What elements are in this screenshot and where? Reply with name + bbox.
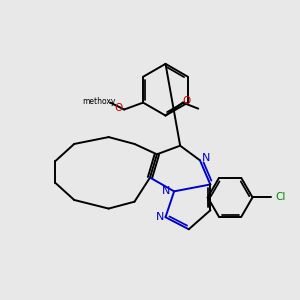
Text: O: O xyxy=(114,103,122,112)
Text: methoxy: methoxy xyxy=(82,97,115,106)
Text: N: N xyxy=(162,186,170,197)
Text: N: N xyxy=(155,212,164,222)
Text: Cl: Cl xyxy=(275,192,286,203)
Text: N: N xyxy=(202,153,210,164)
Text: O: O xyxy=(183,96,191,106)
